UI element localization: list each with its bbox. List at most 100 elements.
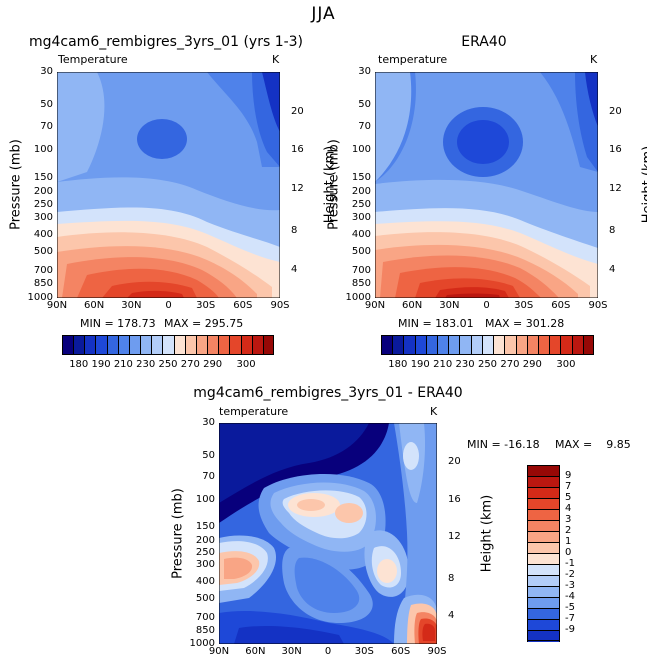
- panel3-ytick-label: 1000: [189, 638, 215, 649]
- panel3-colorbar-tick-label: -2: [565, 569, 575, 580]
- panel1-colorbar-tick-label: 210: [113, 359, 133, 370]
- panel3-ytick-label: 400: [195, 576, 215, 588]
- panel3-ytick-label: 70: [202, 471, 215, 483]
- panel3-colorbar-tick-label: 3: [565, 514, 572, 525]
- panel1-xtick-label: 60S: [233, 300, 253, 311]
- panel2-ytick-label: 300: [351, 211, 371, 223]
- panel1-min-label: MIN = 178.73: [80, 317, 156, 330]
- panel1-title: mg4cam6_rembigres_3yrs_01 (yrs 1-3): [28, 34, 304, 50]
- panel1-ytick-label: 100: [33, 144, 53, 156]
- panel3-height-tick-label: 16: [448, 493, 461, 505]
- panel3-contour-pole-surface-p7: [422, 623, 435, 641]
- panel3-plot: [219, 423, 437, 644]
- panel2-colorbar-tick-label: 230: [455, 359, 475, 370]
- panel2-units-label: K: [590, 53, 598, 66]
- panel1-plot: [57, 72, 280, 298]
- panel2-xtick-label: 90S: [588, 300, 608, 311]
- panel1-variable-label: Temperature: [58, 53, 128, 66]
- panel3-xtick-label: 60N: [245, 646, 266, 657]
- panel3-colorbar-tick-label: -7: [565, 613, 575, 624]
- panel2-ytick-label: 500: [351, 245, 371, 257]
- panel3-ytick-label: 50: [202, 449, 215, 461]
- panel3-contour-surface-m7: [234, 625, 344, 644]
- panel1-height-tick-label: 20: [291, 105, 304, 117]
- panel3-ytick-label: 500: [195, 592, 215, 604]
- panel1-units-label: K: [272, 53, 280, 66]
- panel2-colorbar-tick-label: 210: [433, 359, 453, 370]
- panel2-xtick-label: 0: [483, 300, 490, 311]
- panel3-xtick-label: 30S: [354, 646, 374, 657]
- panel1-xtick-label: 0: [165, 300, 172, 311]
- panel2-ytick-label: 700: [351, 265, 371, 277]
- panel2-xtick-label: 30N: [439, 300, 460, 311]
- panel2-ytick-label: 150: [351, 172, 371, 184]
- panel1-ytick-label: 70: [40, 121, 53, 133]
- panel1-colorbar-tick-label: 230: [136, 359, 156, 370]
- panel2-colorbar-tick-label: 270: [500, 359, 520, 370]
- panel2-height-tick-label: 4: [609, 263, 616, 275]
- panel1-xtick-label: 90S: [270, 300, 290, 311]
- panel2-title: ERA40: [461, 34, 507, 50]
- panel3-ytick-label: 300: [195, 559, 215, 571]
- panel1-colorbar-tick-label: 180: [69, 359, 89, 370]
- panel2-height-tick-label: 20: [609, 105, 622, 117]
- panel1-colorbar-tick-label: 300: [236, 359, 256, 370]
- panel1-ytick-label: 300: [33, 211, 53, 223]
- panel3-ytick-label: 100: [195, 493, 215, 505]
- panel2-xtick-label: 30S: [514, 300, 534, 311]
- panel1-contour-cold-core: [137, 119, 187, 159]
- panel2-contour-200: [585, 72, 598, 127]
- panel3-variable-label: temperature: [219, 405, 289, 418]
- panel3-ytick-label: 30: [202, 417, 215, 428]
- panel3-colorbar-tick-label: 2: [565, 525, 572, 536]
- panel1-max-label: MAX = 295.75: [164, 317, 244, 330]
- panel2-height-tick-label: 12: [609, 183, 622, 195]
- panel3-title: mg4cam6_rembigres_3yrs_01 - ERA40: [193, 385, 463, 401]
- panel1-ytick-label: 150: [33, 172, 53, 184]
- panel1-colorbar-tick-label: 270: [180, 359, 200, 370]
- panel1-contour-polar: [57, 72, 105, 182]
- panel1-colorbar-tick-label: 250: [158, 359, 178, 370]
- panel3-colorbar-tick-label: 5: [565, 492, 572, 503]
- panel3-contour-polar-m1: [403, 442, 419, 470]
- panel2-ylabel-right: Height (km): [640, 145, 647, 224]
- panel1-colorbar-tick-label: 190: [91, 359, 111, 370]
- panel3-contour-p2b: [335, 503, 363, 523]
- panel3-height-tick-label: 8: [448, 572, 455, 584]
- panel2-contour-300: [445, 293, 500, 298]
- panel3-height-tick-label: 4: [448, 610, 455, 622]
- panel3-height-tick-label: 12: [448, 531, 461, 543]
- panel3-contour-p2a: [297, 499, 325, 511]
- panel3-height-tick-label: 20: [448, 455, 461, 467]
- panel2-plot: [375, 72, 598, 298]
- panel3-ytick-label: 200: [195, 534, 215, 546]
- panel2-colorbar-tick-label: 300: [556, 359, 576, 370]
- panel1-ytick-label: 200: [33, 186, 53, 198]
- panel3-max-label: MAX = 9.85: [555, 438, 631, 451]
- panel2-colorbar-tick-label: 180: [388, 359, 408, 370]
- panel1-height-tick-label: 16: [291, 144, 304, 156]
- panel1-ylabel: Pressure (mb): [8, 139, 24, 230]
- panel1-xtick-label: 90N: [46, 300, 68, 311]
- panel3-ytick-label: 250: [195, 547, 215, 559]
- figure-title: JJA: [311, 4, 336, 24]
- panel3-colorbar-tick-label: -9: [565, 624, 575, 635]
- panel3-colorbar-tick-label: 1: [565, 536, 572, 547]
- panel1-ytick-label: 30: [40, 66, 53, 77]
- panel2-ytick-label: 200: [351, 186, 371, 198]
- panel2-xtick-label: 60N: [402, 300, 423, 311]
- panel3-contour-mid-m4: [294, 557, 360, 613]
- panel3-ytick-label: 850: [195, 624, 215, 636]
- panel2-xtick-label: 90N: [364, 300, 386, 311]
- panel3-colorbar-tick-label: 4: [565, 503, 572, 514]
- panel1-contour-295: [127, 290, 184, 298]
- panel2-colorbar-tick-label: 250: [477, 359, 498, 370]
- panel1-height-tick-label: 4: [291, 263, 298, 275]
- panel1-ytick-label: 250: [33, 199, 53, 211]
- panel2-colorbar-tick-label: 290: [522, 359, 542, 370]
- panel3-ytick-label: 150: [195, 520, 215, 532]
- panel3-contour-west-p3: [224, 557, 253, 579]
- panel1-ytick-label: 500: [33, 245, 53, 257]
- panel2-ytick-label: 70: [358, 121, 371, 133]
- panel1-ytick-label: 1000: [27, 292, 53, 303]
